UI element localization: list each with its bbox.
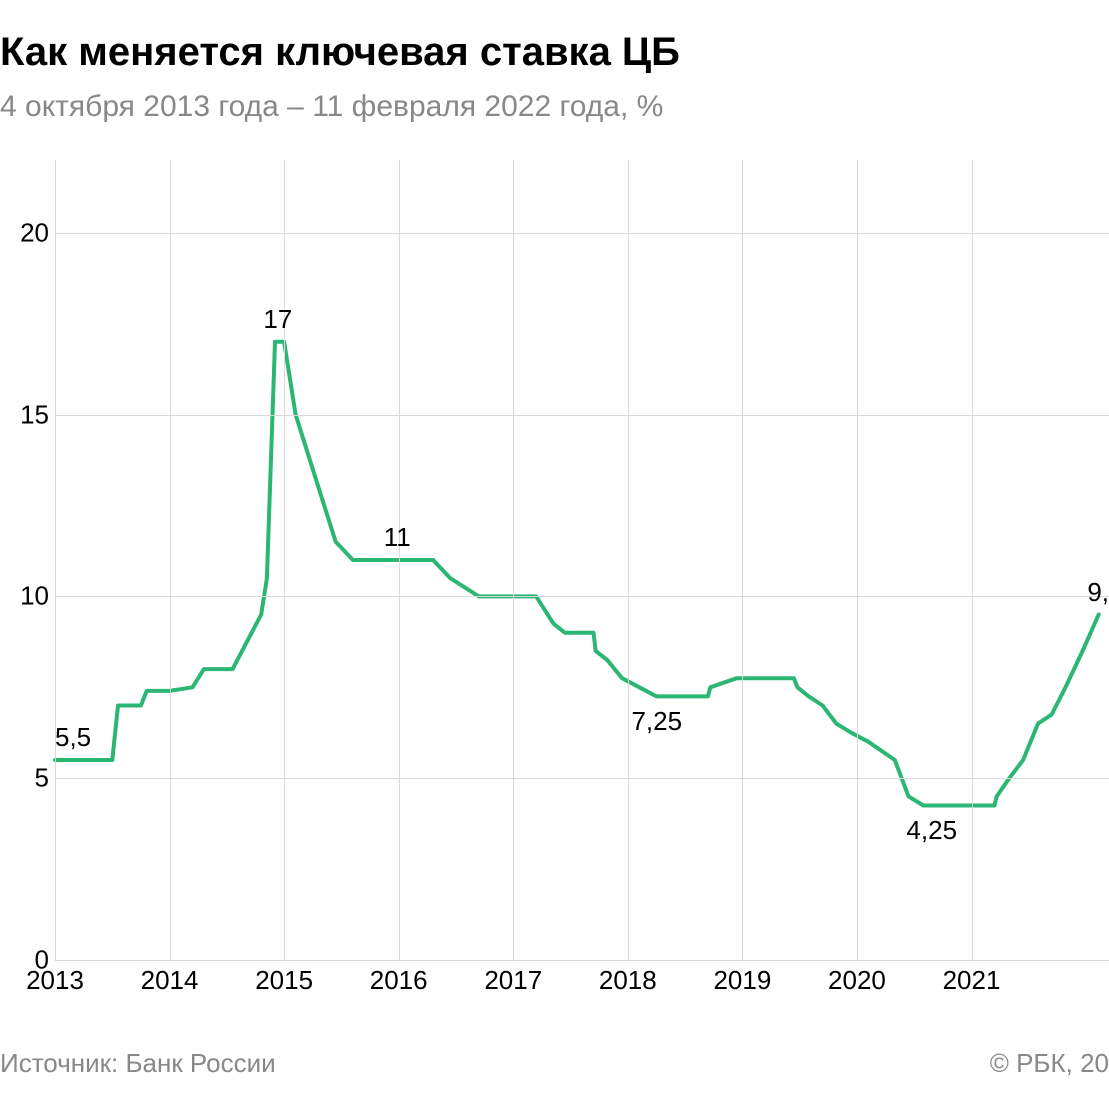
gridline-vertical [399,160,400,960]
chart-area: 0510152020132014201520162017201820192020… [0,160,1109,1000]
gridline-horizontal [55,415,1109,416]
y-tick-label: 5 [4,763,49,794]
data-point-label: 17 [263,304,292,335]
y-tick-label: 20 [4,217,49,248]
x-tick-label: 2015 [255,965,313,996]
x-tick-label: 2017 [484,965,542,996]
data-point-label: 9, [1087,577,1109,608]
gridline-horizontal [55,960,1109,961]
gridline-vertical [972,160,973,960]
data-point-label: 4,25 [906,815,957,846]
gridline-horizontal [55,596,1109,597]
chart-container: Как меняется ключевая ставка ЦБ 4 октябр… [0,0,1109,1109]
x-tick-label: 2021 [943,965,1001,996]
data-point-label: 7,25 [631,706,682,737]
x-tick-label: 2014 [141,965,199,996]
gridline-vertical [857,160,858,960]
gridline-vertical [55,160,56,960]
chart-footer: Источник: Банк России © РБК, 20 [0,1048,1109,1079]
gridline-horizontal [55,778,1109,779]
gridline-vertical [170,160,171,960]
gridline-vertical [284,160,285,960]
y-tick-label: 10 [4,581,49,612]
gridline-vertical [742,160,743,960]
x-tick-label: 2016 [370,965,428,996]
copyright-label: © РБК, 20 [990,1048,1109,1079]
chart-title: Как меняется ключевая ставка ЦБ [0,30,680,75]
data-point-label: 11 [384,522,411,553]
y-tick-label: 15 [4,399,49,430]
chart-subtitle: 4 октября 2013 года – 11 февраля 2022 го… [0,90,663,124]
x-tick-label: 2020 [828,965,886,996]
gridline-horizontal [55,233,1109,234]
gridline-vertical [628,160,629,960]
x-tick-label: 2018 [599,965,657,996]
gridline-vertical [513,160,514,960]
x-tick-label: 2013 [26,965,84,996]
data-point-label: 5,5 [55,722,91,753]
source-label: Источник: Банк России [0,1048,276,1079]
x-tick-label: 2019 [713,965,771,996]
